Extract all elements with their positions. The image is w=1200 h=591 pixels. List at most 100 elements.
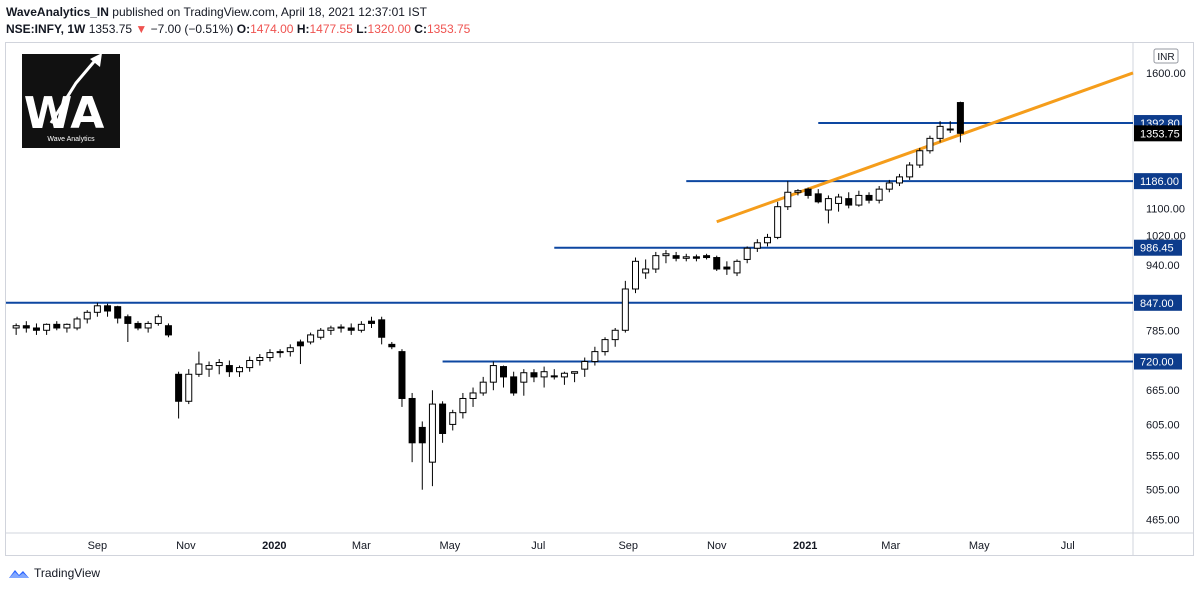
candle[interactable] <box>591 351 599 363</box>
candle[interactable] <box>459 397 467 414</box>
candle[interactable] <box>327 327 335 331</box>
candle[interactable] <box>895 176 903 184</box>
candle[interactable] <box>347 327 355 331</box>
candle[interactable] <box>652 255 660 270</box>
candle[interactable] <box>73 318 81 329</box>
candle[interactable] <box>824 198 832 211</box>
candle[interactable] <box>439 403 447 434</box>
candle[interactable] <box>875 188 883 201</box>
candle[interactable] <box>317 329 325 338</box>
candle[interactable] <box>774 206 782 238</box>
candle[interactable] <box>865 194 873 201</box>
candle[interactable] <box>449 412 457 425</box>
candle[interactable] <box>662 253 670 257</box>
candle[interactable] <box>368 320 376 324</box>
candle[interactable] <box>337 326 345 329</box>
candle[interactable] <box>611 329 619 341</box>
candle[interactable] <box>134 322 142 329</box>
candle[interactable] <box>743 247 751 260</box>
candle[interactable] <box>733 260 741 274</box>
candle[interactable] <box>510 376 518 394</box>
candle[interactable] <box>256 357 264 362</box>
candle[interactable] <box>763 236 771 244</box>
candle[interactable] <box>307 334 315 343</box>
candle[interactable] <box>357 323 365 331</box>
candle[interactable] <box>205 365 213 370</box>
candle[interactable] <box>916 150 924 166</box>
candle[interactable] <box>926 137 934 152</box>
candle[interactable] <box>794 190 802 193</box>
candle[interactable] <box>581 361 589 370</box>
candle[interactable] <box>642 268 650 274</box>
candle[interactable] <box>185 373 193 402</box>
author-name[interactable]: WaveAnalytics_IN <box>6 5 109 19</box>
candle[interactable] <box>885 182 893 190</box>
candle[interactable] <box>540 371 548 378</box>
candle[interactable] <box>845 198 853 206</box>
candle[interactable] <box>855 194 863 206</box>
candle[interactable] <box>682 256 690 259</box>
candle[interactable] <box>703 255 711 259</box>
candle[interactable] <box>946 128 954 131</box>
candle[interactable] <box>530 372 538 378</box>
candle[interactable] <box>388 343 396 348</box>
candle[interactable] <box>83 311 91 320</box>
candle[interactable] <box>723 266 731 270</box>
candle[interactable] <box>175 373 183 402</box>
candle[interactable] <box>276 351 284 354</box>
candle[interactable] <box>804 188 812 196</box>
candle[interactable] <box>398 351 406 399</box>
candle[interactable] <box>246 360 254 369</box>
candle[interactable] <box>753 242 761 249</box>
candle[interactable] <box>469 392 477 399</box>
footer-brand[interactable]: TradingView <box>8 566 100 580</box>
price-tick-label: 555.00 <box>1146 451 1180 463</box>
candle[interactable] <box>692 256 700 259</box>
candle[interactable] <box>428 403 436 463</box>
candle[interactable] <box>956 102 964 134</box>
currency-badge[interactable] <box>1153 48 1179 64</box>
candle[interactable] <box>713 257 721 270</box>
chart-area[interactable]: WA Wave Analytics 1600.00 1100.00 1020.00 940… <box>5 42 1194 556</box>
candle[interactable] <box>489 365 497 383</box>
candle[interactable] <box>520 372 528 383</box>
candle[interactable] <box>114 306 122 319</box>
candle[interactable] <box>479 381 487 394</box>
candle[interactable] <box>144 322 152 329</box>
candle[interactable] <box>378 319 386 338</box>
candle[interactable] <box>296 341 304 347</box>
candle[interactable] <box>124 316 132 324</box>
candle[interactable] <box>236 367 244 373</box>
candle[interactable] <box>93 305 101 313</box>
candle[interactable] <box>906 164 914 178</box>
candle[interactable] <box>550 375 558 378</box>
candle[interactable] <box>672 255 680 259</box>
candle[interactable] <box>418 426 426 444</box>
candle[interactable] <box>560 372 568 378</box>
candle[interactable] <box>286 347 294 353</box>
candle[interactable] <box>12 325 20 329</box>
candle[interactable] <box>814 193 822 203</box>
candle[interactable] <box>784 191 792 208</box>
candle[interactable] <box>164 325 172 336</box>
candle[interactable] <box>571 371 579 374</box>
candle[interactable] <box>500 366 508 378</box>
candle[interactable] <box>104 305 112 312</box>
candle[interactable] <box>266 352 274 359</box>
candle[interactable] <box>43 323 51 331</box>
candle[interactable] <box>631 260 639 290</box>
candle[interactable] <box>154 316 162 324</box>
candle[interactable] <box>408 397 416 444</box>
candle[interactable] <box>601 339 609 353</box>
candle[interactable] <box>936 125 944 139</box>
candle[interactable] <box>195 363 203 375</box>
candle[interactable] <box>621 288 629 331</box>
candle[interactable] <box>63 323 71 329</box>
candle[interactable] <box>835 196 843 204</box>
candle[interactable] <box>53 323 61 329</box>
candle[interactable] <box>215 362 223 367</box>
candle[interactable] <box>225 365 233 373</box>
candle[interactable] <box>32 327 40 331</box>
candle[interactable] <box>22 325 30 329</box>
